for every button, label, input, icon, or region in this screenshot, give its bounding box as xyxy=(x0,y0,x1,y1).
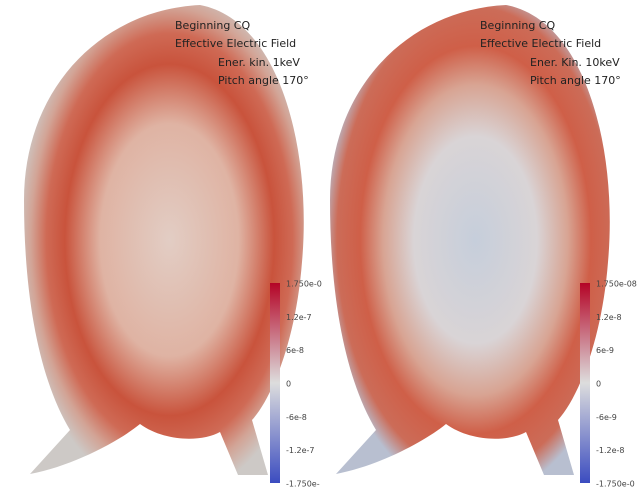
colorbar-tick-label: -1.750e- xyxy=(286,480,320,488)
figure: Beginning CQ Effective Electric Field Ener… xyxy=(0,0,638,488)
title: Beginning CQ xyxy=(480,19,555,32)
colorbar-tick-label: -6e-9 xyxy=(596,413,617,422)
colorbar-tick-label: -6e-8 xyxy=(286,413,307,422)
panel: Beginning CQ Effective Electric Field Ener… xyxy=(330,5,637,488)
pitch-label: Pitch angle 170° xyxy=(218,74,309,87)
colorbar-tick-label: 1.2e-7 xyxy=(286,313,312,322)
title: Beginning CQ xyxy=(175,19,250,32)
energy-label: Ener. kin. 1keV xyxy=(218,56,300,69)
colorbar-tick-label: 6e-8 xyxy=(286,346,304,355)
colorbar-tick-label: 1.750e-08 xyxy=(596,280,637,289)
subtitle: Effective Electric Field xyxy=(175,37,296,50)
colorbar-tick-label: 1.750e-0 xyxy=(286,280,322,289)
colorbar-tick-label: 6e-9 xyxy=(596,346,614,355)
colorbar-tick-label: -1.2e-7 xyxy=(286,446,315,455)
colorbar-tick-label: -1.750e-0 xyxy=(596,480,635,488)
panel: Beginning CQ Effective Electric Field Ener… xyxy=(24,5,322,488)
colorbar-tick-label: 0 xyxy=(596,380,601,389)
subtitle: Effective Electric Field xyxy=(480,37,601,50)
energy-label: Ener. Kin. 10keV xyxy=(530,56,620,69)
colorbar xyxy=(270,283,280,483)
colorbar-tick-label: 0 xyxy=(286,380,291,389)
colorbar xyxy=(580,283,590,483)
pitch-label: Pitch angle 170° xyxy=(530,74,621,87)
colorbar-tick-label: -1.2e-8 xyxy=(596,446,625,455)
colorbar-tick-label: 1.2e-8 xyxy=(596,313,622,322)
